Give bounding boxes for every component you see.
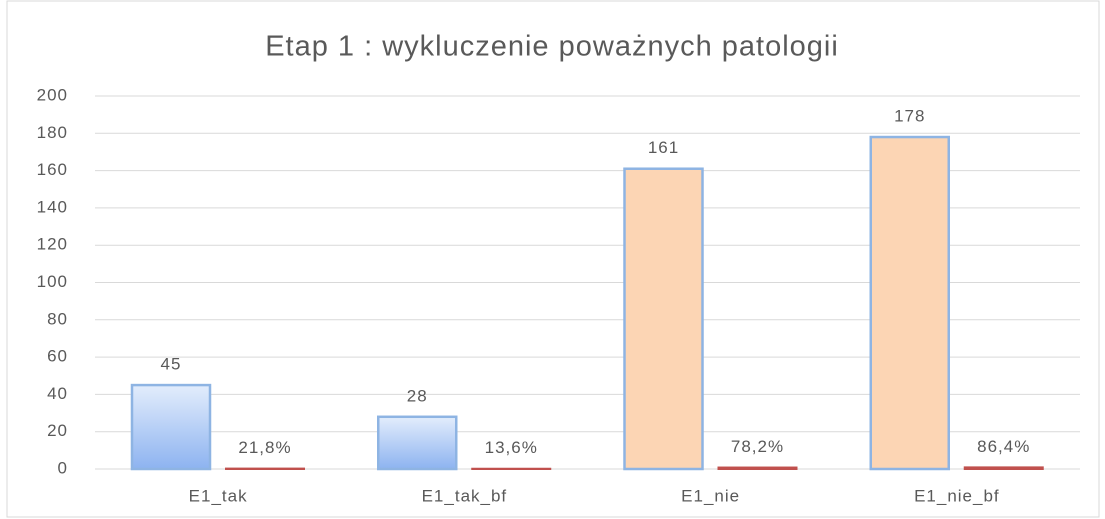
x-tick-label: E1_nie xyxy=(681,486,740,505)
data-label: 45 xyxy=(161,355,182,374)
y-tick-label: 40 xyxy=(47,384,68,403)
y-tick-label: 20 xyxy=(47,421,68,440)
bar xyxy=(377,415,458,471)
bar xyxy=(869,135,950,471)
data-label: 21,8% xyxy=(238,438,291,457)
bar xyxy=(963,466,1044,471)
y-tick-label: 200 xyxy=(37,85,68,104)
x-tick-label: E1_tak_bf xyxy=(422,486,508,505)
data-label: 13,6% xyxy=(485,438,538,457)
y-tick-label: 0 xyxy=(58,458,68,477)
y-tick-label: 60 xyxy=(47,347,68,366)
y-tick-label: 140 xyxy=(37,197,68,216)
chart-title: Etap 1 : wykluczenie poważnych patologii xyxy=(265,31,839,63)
bar xyxy=(717,466,798,470)
bar xyxy=(623,167,704,471)
y-tick-label: 160 xyxy=(37,160,68,179)
x-tick-label: E1_tak xyxy=(189,486,248,505)
data-label: 86,4% xyxy=(977,437,1030,456)
data-label: 161 xyxy=(648,138,679,157)
x-tick-label: E1_nie_bf xyxy=(914,486,1000,505)
data-label: 178 xyxy=(894,107,925,126)
data-label: 28 xyxy=(407,386,428,405)
data-label: 78,2% xyxy=(731,437,784,456)
y-tick-label: 120 xyxy=(37,235,68,254)
bar xyxy=(130,383,212,471)
y-tick-label: 180 xyxy=(37,123,68,142)
y-tick-label: 80 xyxy=(47,309,68,328)
y-tick-label: 100 xyxy=(37,272,68,291)
